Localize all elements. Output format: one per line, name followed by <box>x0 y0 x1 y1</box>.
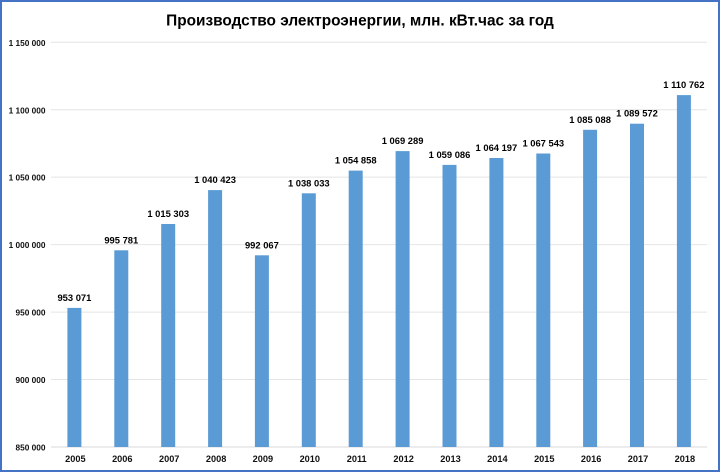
svg-text:2008: 2008 <box>206 454 226 464</box>
svg-text:1 040 423: 1 040 423 <box>194 174 236 185</box>
svg-text:900 000: 900 000 <box>16 375 46 385</box>
svg-text:992 067: 992 067 <box>245 239 279 250</box>
svg-text:1 067 543: 1 067 543 <box>522 138 564 149</box>
svg-text:2009: 2009 <box>253 454 273 464</box>
svg-text:1 089 572: 1 089 572 <box>616 108 658 119</box>
svg-text:2017: 2017 <box>628 454 648 464</box>
svg-text:1 015 303: 1 015 303 <box>147 208 189 219</box>
svg-text:2012: 2012 <box>393 454 413 464</box>
svg-text:2013: 2013 <box>440 454 460 464</box>
svg-text:2011: 2011 <box>347 454 367 464</box>
svg-text:1 059 086: 1 059 086 <box>429 149 471 160</box>
svg-text:1 050 000: 1 050 000 <box>9 173 46 183</box>
svg-text:1 150 000: 1 150 000 <box>9 38 46 48</box>
svg-text:1 085 088: 1 085 088 <box>569 114 611 125</box>
svg-text:953 071: 953 071 <box>57 292 91 303</box>
svg-text:2015: 2015 <box>534 454 554 464</box>
svg-text:1 038 033: 1 038 033 <box>288 177 330 188</box>
svg-text:1 000 000: 1 000 000 <box>9 240 46 250</box>
svg-text:1 054 858: 1 054 858 <box>335 155 377 166</box>
svg-text:1 069 289: 1 069 289 <box>382 135 424 146</box>
svg-text:1 110 762: 1 110 762 <box>663 79 704 90</box>
svg-text:1 100 000: 1 100 000 <box>9 105 46 115</box>
svg-text:850 000: 850 000 <box>16 443 46 453</box>
svg-text:2006: 2006 <box>112 454 132 464</box>
svg-text:1 064 197: 1 064 197 <box>476 142 518 153</box>
svg-text:2005: 2005 <box>65 454 85 464</box>
svg-text:995 781: 995 781 <box>104 234 138 245</box>
svg-text:950 000: 950 000 <box>16 308 46 318</box>
svg-text:2016: 2016 <box>581 454 601 464</box>
svg-text:Производство электроэнергии, м: Производство электроэнергии, млн. кВт.ча… <box>166 13 554 30</box>
svg-text:2018: 2018 <box>675 454 695 464</box>
svg-text:2014: 2014 <box>487 454 508 464</box>
svg-text:2007: 2007 <box>159 454 179 464</box>
svg-text:2010: 2010 <box>300 454 320 464</box>
